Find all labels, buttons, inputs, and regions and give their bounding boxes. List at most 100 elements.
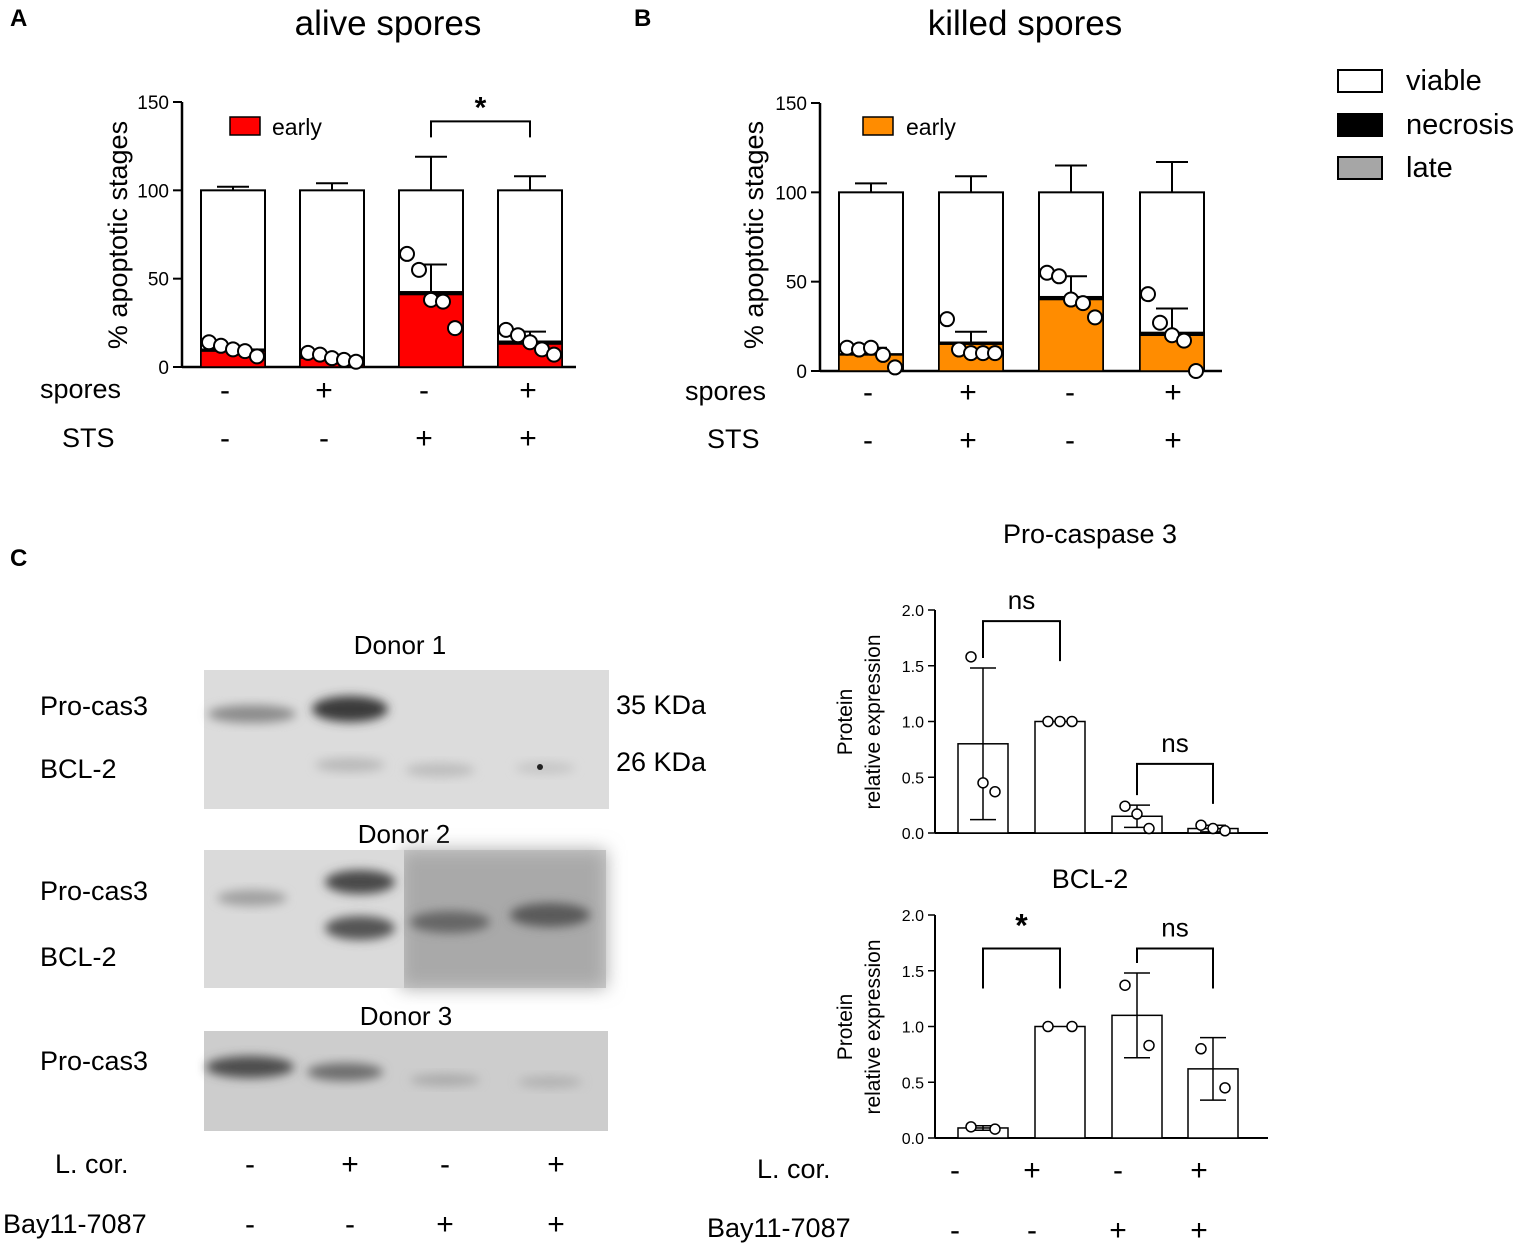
chart-b-spores-sign-2: + [959, 376, 977, 409]
chart-b-point-2-5 [987, 345, 1003, 362]
chart-c1-significance-label-2: ns [1161, 728, 1188, 758]
chart-b-point-4-5 [1188, 363, 1204, 379]
blot-donor3 [204, 1031, 608, 1131]
chart-a-early-swatch [229, 116, 261, 136]
chart-c1-point-3-3 [1143, 822, 1155, 835]
chart-c2-lcor-sign-4: + [1190, 1154, 1208, 1187]
chart-b-row2-label: STS [707, 424, 760, 454]
chart-c1-point-4-1 [1195, 819, 1207, 831]
chart-b-point-4-2 [1152, 314, 1168, 331]
blot-bay-sign-1: - [245, 1208, 255, 1241]
chart-a-viable-bar-2 [299, 189, 365, 368]
chart-c2-point-2-1 [1042, 1020, 1054, 1033]
blot-lcor-sign-4: + [547, 1148, 565, 1181]
chart-b-point-4-1 [1140, 286, 1156, 303]
blot-donor2 [204, 850, 606, 988]
chart-b-point-3-2 [1051, 268, 1067, 285]
chart-a-sts-sign-1: - [220, 422, 230, 455]
chart-c2-significance-label-1: * [1015, 907, 1028, 943]
chart-b-spores-sign-1: - [863, 376, 873, 409]
chart-a-sts-sign-4: + [519, 422, 537, 455]
chart-a-point-4-3 [522, 334, 538, 351]
chart-a-sts-sign-2: - [319, 422, 329, 455]
chart-a-significance-bracket [430, 120, 531, 138]
chart-c2-row1-label: L. cor. [757, 1154, 831, 1184]
chart-a-point-4-5 [546, 346, 562, 363]
chart-c1-ytick-label-3: 1.5 [902, 659, 924, 676]
blot-donor1 [204, 670, 609, 809]
chart-b-point-3-4 [1075, 295, 1091, 312]
chart-c1-plot: 0.0 0.5 1.0 1.5 2.0 ns ns [902, 585, 1268, 843]
chart-c2-title: BCL-2 [1052, 864, 1129, 894]
chart-c1-ylabel-2: relative expression [862, 634, 885, 809]
chart-c2-lcor-sign-2: + [1023, 1154, 1041, 1187]
chart-c2-row2-label: Bay11-7087 [707, 1213, 851, 1243]
chart-c2-ylabel-2: relative expression [862, 939, 885, 1114]
donor3-title: Donor 3 [360, 1001, 453, 1031]
chart-a-point-3-2 [411, 261, 427, 278]
chart-a-ytick-label-2: 100 [137, 181, 169, 202]
chart-b-ytick-label-1: 50 [786, 273, 807, 294]
chart-a-ytick-label-0: 0 [158, 358, 169, 379]
donor2-title: Donor 2 [358, 819, 451, 849]
chart-c1-point-3-2 [1131, 808, 1143, 820]
chart-b-point-1-3 [863, 339, 879, 356]
chart-c1-point-1-2 [977, 777, 989, 789]
blot-bay-sign-3: + [436, 1208, 454, 1241]
donor1-band2-label: BCL-2 [40, 754, 117, 784]
chart-a-plot: 0 50 100 150 * [137, 91, 576, 379]
chart-c2-point-4-1 [1195, 1043, 1207, 1055]
chart-b-point-1-5 [887, 359, 903, 376]
chart-c1-point-4-2 [1207, 822, 1219, 835]
chart-c1-ytick-label-1: 0.5 [902, 770, 924, 787]
blot-lcor-sign-3: - [440, 1148, 450, 1181]
blot-lcor-sign-2: + [341, 1148, 359, 1181]
chart-a-title: alive spores [295, 4, 482, 43]
chart-c2-ytick-label-1: 0.5 [902, 1075, 924, 1092]
chart-a-spores-sign-3: - [419, 374, 429, 407]
chart-a-spores-sign-1: - [220, 374, 230, 407]
chart-b-point-4-4 [1176, 332, 1192, 349]
chart-c1-point-2-2 [1054, 715, 1066, 728]
chart-b-title: killed spores [928, 4, 1123, 43]
panel-label-c: C [10, 545, 27, 572]
chart-c1-significance-bracket-1 [982, 620, 1061, 662]
donor1-title: Donor 1 [354, 630, 447, 660]
chart-c1-point-1-1 [965, 651, 977, 663]
chart-c2-point-2-2 [1066, 1020, 1078, 1033]
chart-c2-significance-bracket-2 [1136, 947, 1214, 989]
chart-c1-significance-label-1: ns [1008, 585, 1035, 615]
chart-c1-point-2-3 [1066, 715, 1078, 728]
chart-a-point-3-5 [447, 320, 463, 337]
chart-c1-ytick-label-0: 0.0 [902, 826, 924, 843]
chart-c1-ylabel-1: Protein [834, 689, 857, 756]
chart-a-significance-label: * [475, 91, 487, 124]
chart-c1-point-2-1 [1042, 715, 1054, 728]
chart-c1-ytick-label-4: 2.0 [902, 603, 924, 620]
blot-bay-sign-4: + [547, 1208, 565, 1241]
donor3-band1-label: Pro-cas3 [40, 1046, 148, 1076]
panel-label-a: A [10, 5, 27, 32]
chart-a-spores-sign-4: + [519, 374, 537, 407]
chart-a-ytick-label-1: 50 [148, 270, 169, 291]
chart-a-sts-sign-3: + [415, 422, 433, 455]
blot-bay-sign-2: - [345, 1208, 355, 1241]
chart-c1-bar-2 [1034, 720, 1086, 834]
chart-a-ytick-label-3: 150 [137, 93, 169, 114]
chart-c1-significance-bracket-2 [1136, 762, 1214, 804]
chart-c2-ytick-label-4: 2.0 [902, 908, 924, 925]
chart-b-point-1-4 [875, 346, 891, 363]
chart-c2-bar-2 [1034, 1025, 1086, 1139]
chart-b-plot: 0 50 100 150 [775, 94, 1222, 383]
blot-row1-label: L. cor. [55, 1149, 129, 1179]
chart-a-row2-label: STS [62, 423, 115, 453]
chart-b-sts-sign-4: + [1164, 424, 1182, 457]
chart-a-point-3-4 [435, 293, 451, 310]
chart-c2-bay-sign-1: - [950, 1214, 960, 1247]
chart-b-sts-sign-1: - [863, 424, 873, 457]
chart-c2-bay-sign-4: + [1190, 1214, 1208, 1247]
legend-necrosis-label: necrosis [1406, 109, 1514, 141]
chart-c2-bay-sign-2: - [1027, 1214, 1037, 1247]
chart-c2-lcor-sign-1: - [950, 1154, 960, 1187]
